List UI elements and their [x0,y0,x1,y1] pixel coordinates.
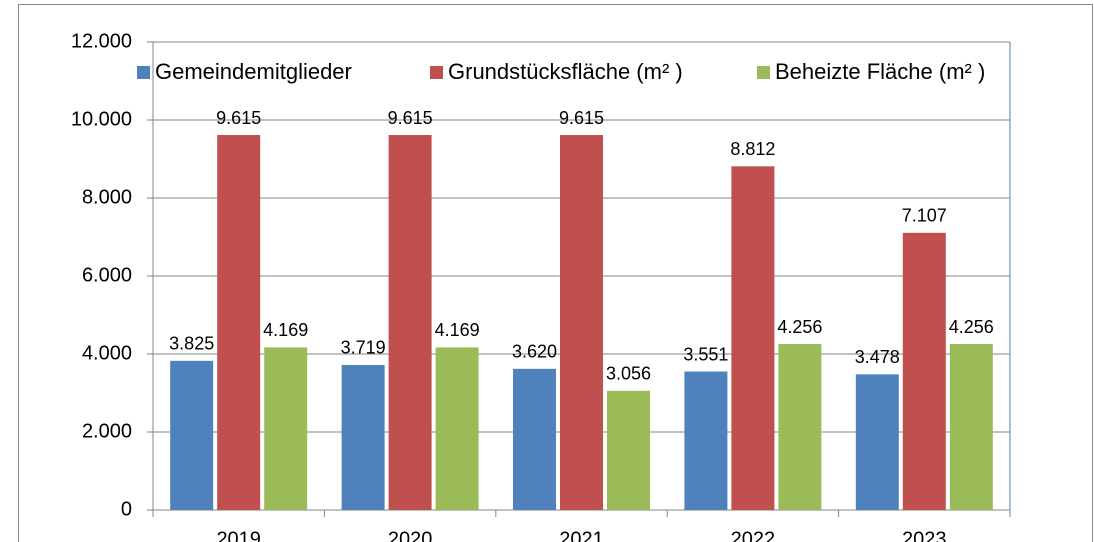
bar [513,368,556,510]
value-label: 3.825 [169,334,214,354]
x-tick-label: 2020 [388,528,433,542]
bar [902,232,946,510]
bar [607,390,650,510]
value-label: 9.615 [388,108,433,128]
bar [560,135,603,510]
value-label: 7.107 [902,206,947,226]
value-label: 4.169 [435,320,480,340]
x-tick-label: 2019 [216,528,261,542]
value-label: 3.719 [341,338,386,358]
bar [684,371,728,510]
y-tick-label: 2.000 [82,420,132,442]
x-tick-label: 2021 [559,528,604,542]
y-tick-label: 6.000 [82,264,132,286]
x-tick-label: 2023 [902,528,947,542]
y-tick-label: 0 [121,498,132,520]
value-label: 3.551 [683,344,728,364]
value-label: 4.256 [949,317,994,337]
bar [170,360,214,510]
bar [217,135,261,510]
bar [388,135,432,510]
y-tick-label: 12.000 [71,30,132,52]
y-tick-label: 10.000 [71,108,132,130]
bar [435,347,479,510]
value-label: 3.056 [606,364,651,384]
legend-swatch [430,66,443,79]
chart-border [18,4,1093,542]
y-tick-label: 4.000 [82,342,132,364]
legend-label: Grundstücksfläche (m² ) [448,59,683,84]
bar [731,166,775,510]
value-label: 4.169 [263,320,308,340]
legend-label: Beheizte Fläche (m² ) [775,59,985,84]
value-label: 3.478 [855,347,900,367]
value-label: 8.812 [730,139,775,159]
value-label: 4.256 [777,317,822,337]
x-tick-label: 2022 [731,528,776,542]
y-tick-label: 8.000 [82,186,132,208]
bar [855,374,899,510]
bar [778,344,822,510]
value-label: 3.620 [512,342,557,362]
bar [949,344,993,510]
legend-swatch [757,66,770,79]
bar [264,347,308,510]
bar [341,364,385,510]
legend-swatch [137,66,150,79]
value-label: 9.615 [216,108,261,128]
legend-label: Gemeindemitglieder [155,59,352,84]
value-label: 9.615 [559,108,604,128]
